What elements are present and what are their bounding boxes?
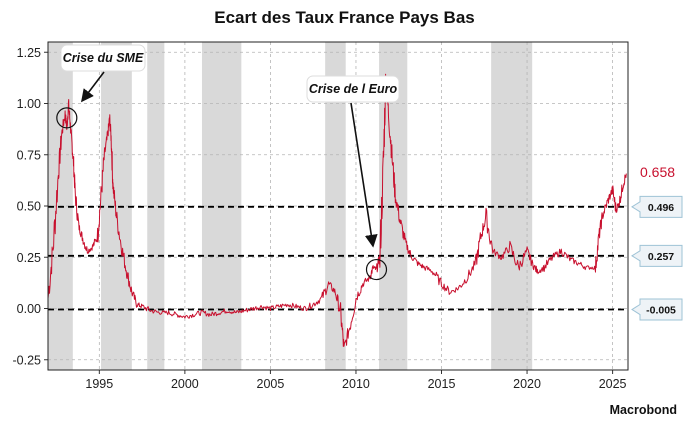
shaded-period [147, 42, 165, 370]
reference-label-box [631, 244, 683, 267]
shaded-period [325, 42, 346, 370]
x-tick-label: 2005 [257, 377, 285, 391]
chart-title: Ecart des Taux France Pays Bas [214, 8, 475, 27]
x-tick-label: 2015 [428, 377, 456, 391]
annotation-circle [56, 107, 78, 129]
y-tick-label: 0.75 [17, 148, 41, 162]
y-tick-label: -0.25 [13, 353, 42, 367]
annotation-text: Crise du SME [63, 51, 144, 65]
annotation-box [306, 75, 400, 103]
series-group [47, 73, 627, 347]
annotations: Crise du SME Crise de l Euro [56, 44, 400, 281]
reference-label: 0.496 [648, 202, 674, 214]
x-tick-label: 1995 [85, 377, 113, 391]
axes: -0.25 0.00 0.25 0.50 0.75 1.00 1.25 1995 2000 200… [13, 41, 629, 391]
annotation-circle [365, 258, 388, 281]
annotation-arrow [81, 71, 105, 103]
y-tick-label: 0.25 [17, 251, 41, 265]
y-tick-label: 0.50 [17, 200, 41, 214]
reference-label: 0.257 [648, 251, 674, 263]
reference-label-box [631, 195, 683, 218]
reference-label: -0.005 [646, 305, 676, 317]
reference-label-box [631, 298, 683, 321]
y-tick-label: 0.00 [17, 302, 41, 316]
x-tick-label: 2010 [342, 377, 370, 391]
annotation-arrow [350, 102, 378, 248]
x-tick-label: 2000 [171, 377, 199, 391]
x-tick-label: 2020 [513, 377, 541, 391]
y-tick-label: 1.25 [17, 46, 41, 60]
annotation-box [60, 44, 146, 72]
last-value-label: 0.658 [640, 164, 675, 180]
plot-frame [47, 41, 629, 371]
x-tick-label: 2025 [599, 377, 627, 391]
value-labels: 0.496 0.257 -0.005 0.658 [631, 164, 683, 321]
source-label: Macrobond [609, 403, 677, 417]
annotation-text: Crise de l Euro [309, 82, 398, 96]
series-line [47, 73, 627, 347]
y-tick-label: 1.00 [17, 97, 41, 111]
